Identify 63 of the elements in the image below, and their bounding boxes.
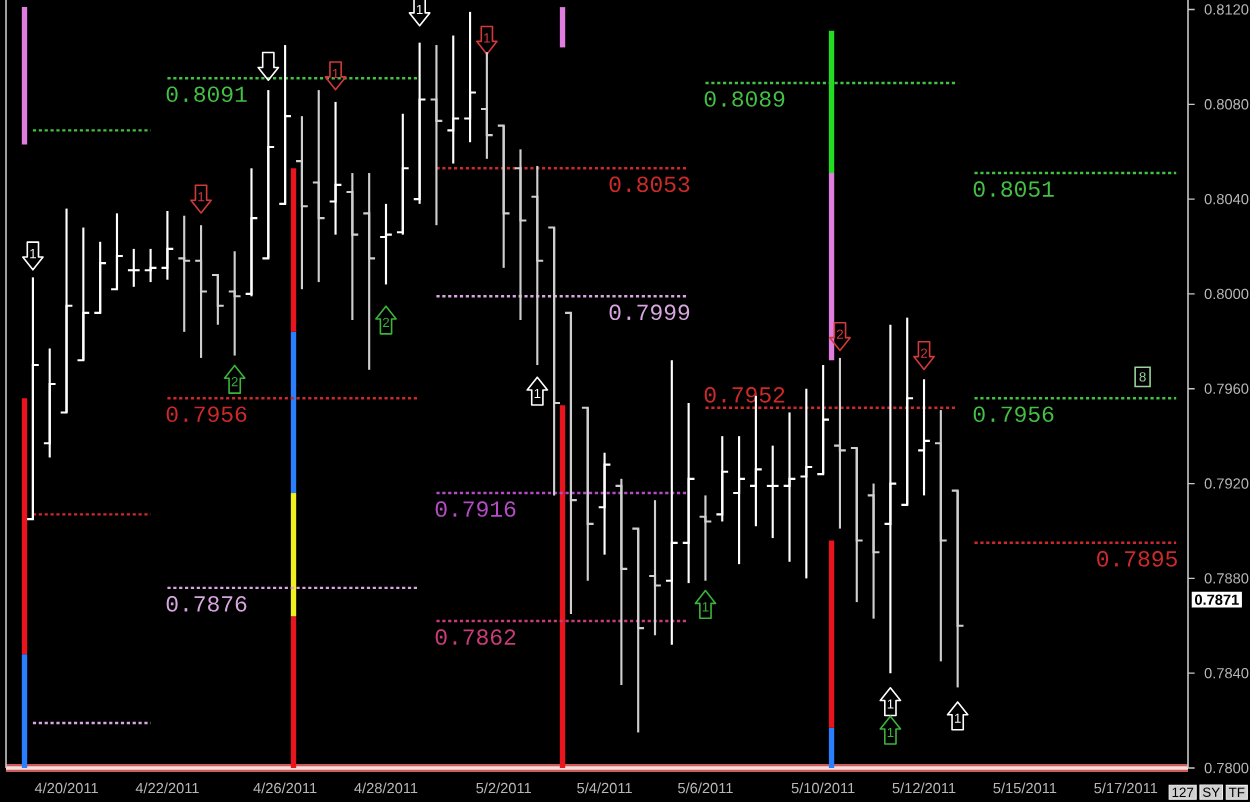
bar [828, 540, 835, 728]
point [879, 715, 902, 745]
candlestick [195, 224, 207, 359]
candlestick [464, 10, 476, 144]
candlestick [312, 89, 325, 284]
point [324, 61, 347, 91]
candlestick [447, 34, 460, 165]
series-label: 0.7956 [973, 406, 1054, 423]
bar [21, 398, 28, 655]
candlestick [127, 247, 140, 288]
bar [21, 7, 28, 145]
bar [290, 493, 297, 617]
candlestick [161, 209, 174, 281]
candlestick [430, 43, 443, 227]
point [829, 321, 851, 352]
bar [828, 727, 835, 769]
candlestick [111, 212, 123, 291]
series-label: 0.7862 [435, 629, 516, 645]
candlestick [733, 435, 745, 566]
bar [21, 654, 28, 769]
series-label: 0.7999 [609, 304, 690, 321]
candlestick [481, 51, 493, 160]
series-label: 0.8091 [166, 86, 247, 103]
candlestick [329, 100, 342, 236]
point [694, 589, 717, 620]
point [190, 184, 212, 214]
series-label: 0.7916 [435, 501, 516, 517]
candlestick [178, 214, 191, 333]
bar [828, 30, 835, 174]
candlestick [296, 115, 308, 291]
candlestick [800, 387, 813, 580]
point [879, 686, 902, 717]
candlestick [665, 359, 678, 646]
candlestick [346, 171, 359, 322]
candlestick [699, 494, 712, 582]
series-label: 0.7952 [704, 387, 785, 403]
series-label: 0.8089 [704, 91, 785, 107]
candlestick [884, 323, 897, 675]
candlestick [380, 202, 392, 286]
candlestick [363, 171, 376, 371]
bar [828, 173, 835, 361]
candlestick [834, 356, 846, 530]
point [526, 376, 549, 406]
series-label: 0.7876 [166, 596, 247, 612]
candlestick [649, 499, 661, 637]
candlestick [716, 435, 729, 523]
point [21, 241, 44, 271]
point [913, 340, 935, 371]
point [475, 25, 498, 55]
candlestick [918, 378, 930, 497]
point [257, 51, 280, 82]
series-label: 0.7956 [166, 406, 247, 423]
series-label: 0.7895 [1097, 551, 1177, 567]
candlestick [211, 273, 224, 326]
point [408, 0, 431, 27]
series-label: 0.8053 [609, 176, 690, 193]
candlestick [766, 444, 779, 540]
candlestick [783, 411, 796, 563]
series-label: 0.8051 [973, 181, 1054, 197]
candlestick [598, 451, 611, 556]
candlestick [228, 250, 241, 357]
point [946, 701, 969, 731]
point [375, 305, 397, 335]
